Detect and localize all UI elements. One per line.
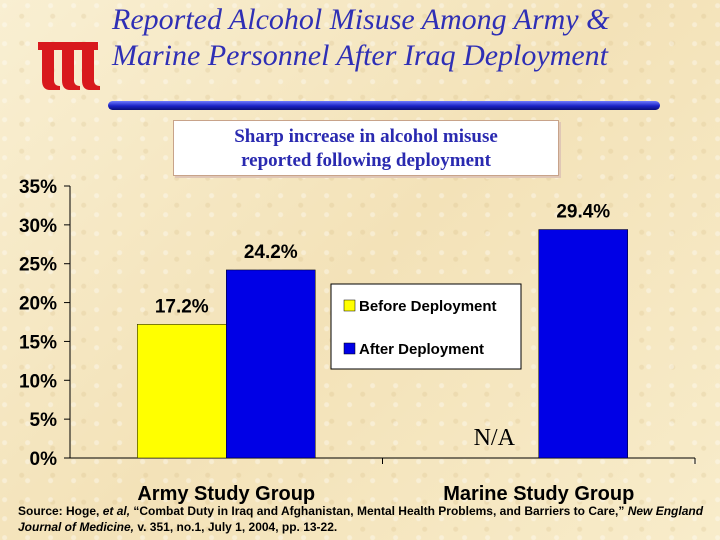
- logo-icon: [38, 42, 100, 90]
- callout-box: Sharp increase in alcohol misuse reporte…: [173, 120, 559, 176]
- bar: [137, 324, 227, 459]
- legend-swatch: [343, 342, 356, 355]
- bar: [538, 229, 628, 459]
- page-title: Reported Alcohol Misuse Among Army & Mar…: [112, 2, 712, 74]
- source-etal: et al,: [102, 504, 131, 518]
- legend-label: Before Deployment: [359, 298, 497, 315]
- chart-axes: 0% 5% 10% 15% 20% 25% 30% 35%: [19, 177, 696, 470]
- bar: [226, 269, 316, 459]
- source-prefix: Source: Hoge,: [18, 504, 103, 518]
- legend-box: [330, 283, 522, 370]
- y-tick-label: 20%: [19, 294, 57, 315]
- bar-value-label: 24.2%: [244, 242, 298, 263]
- y-tick-label: 15%: [19, 332, 57, 353]
- y-tick-label: 0%: [30, 449, 58, 470]
- title-line-1: Reported Alcohol Misuse Among Army &: [112, 3, 610, 36]
- chart-legend: Before Deployment After Deployment: [330, 283, 522, 370]
- chart-labels: Army Study Group Marine Study Group 17.2% 2…: [137, 202, 634, 505]
- callout-line-2: reported following deployment: [241, 150, 491, 171]
- bar-value-label: 17.2%: [155, 296, 209, 317]
- chart-bars: [137, 229, 628, 459]
- bar-value-label: 29.4%: [556, 202, 610, 223]
- source-mid: “Combat Duty in Iraq and Afghanistan, Me…: [130, 504, 628, 518]
- bar-na-label: N/A: [474, 425, 516, 451]
- y-tick-label: 5%: [30, 410, 58, 431]
- callout-line-1: Sharp increase in alcohol misuse: [234, 126, 498, 147]
- legend-swatch: [343, 299, 356, 312]
- title-underline: [108, 101, 660, 110]
- source-journal: New England Journal of Medicine,: [18, 504, 704, 534]
- x-category-label: Marine Study Group: [443, 483, 634, 505]
- source-citation: Source: Hoge, et al, “Combat Duty in Ira…: [18, 503, 708, 535]
- y-tick-label: 35%: [19, 177, 57, 198]
- y-tick-label: 25%: [19, 255, 57, 276]
- legend-label: After Deployment: [359, 341, 484, 358]
- title-line-2: Marine Personnel After Iraq Deployment: [112, 39, 609, 72]
- y-tick-label: 10%: [19, 371, 57, 392]
- x-category-label: Army Study Group: [137, 483, 315, 505]
- source-suffix: v. 351, no.1, July 1, 2004, pp. 13-22.: [134, 520, 338, 534]
- y-tick-label: 30%: [19, 216, 57, 237]
